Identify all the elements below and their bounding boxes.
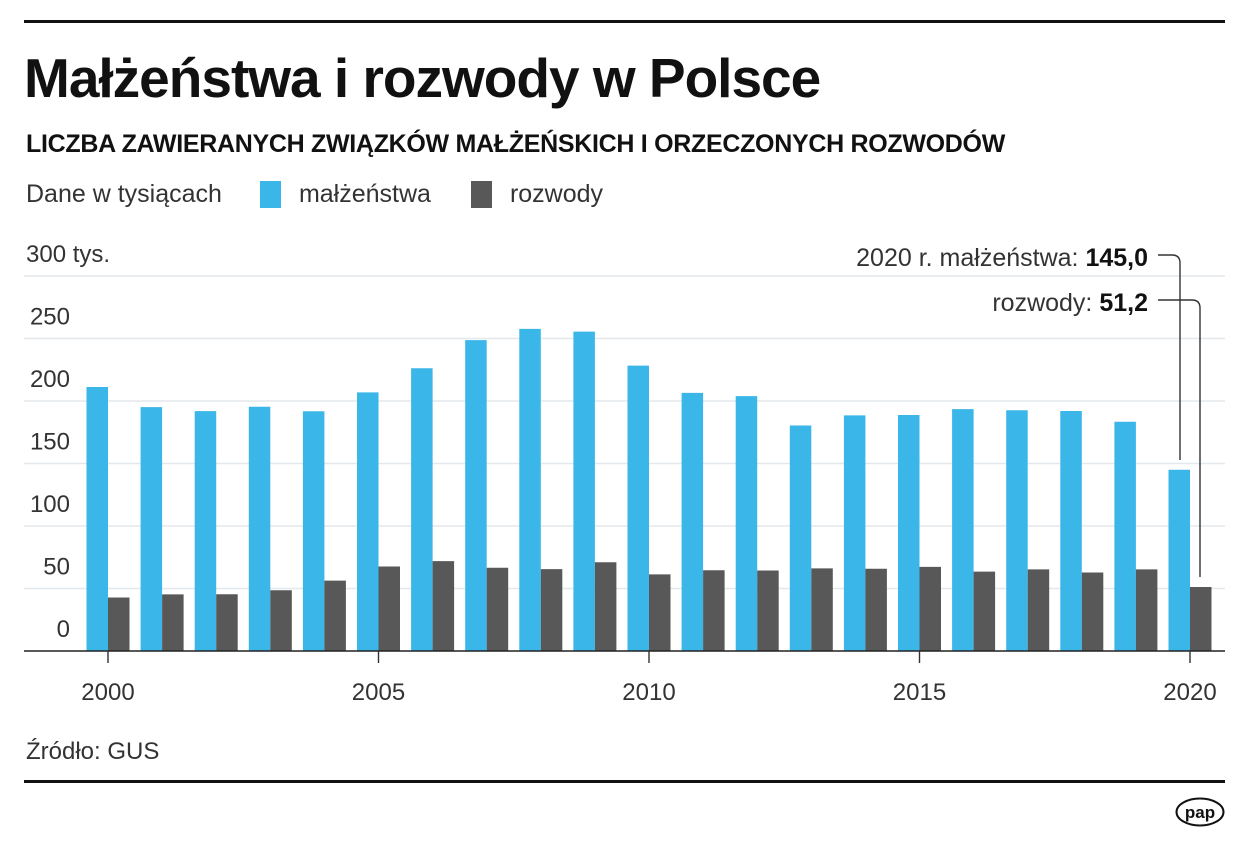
x-tick-label: 2010 [622,679,675,706]
bar-marriages [1006,410,1028,651]
bar-marriages [519,328,541,651]
bar-divorces [162,594,184,651]
bar-divorces [270,590,292,651]
y-axis-labels: 0 50 100 150 200 250 300 tys. [26,241,110,643]
bar-divorces [649,574,671,651]
bar-marriages [302,411,325,651]
top-rule [24,20,1225,23]
y-tick-label: 0 [57,616,70,643]
legend-swatch-divorces [470,180,492,208]
bar-divorces [973,571,996,651]
bar-marriages [1114,421,1136,651]
y-tick-label: 300 tys. [26,241,110,268]
bar-divorces [324,580,346,651]
y-tick-label: 200 [30,366,70,393]
bar-marriages [627,365,649,651]
bar-divorces [432,561,455,651]
bar-marriages [1168,469,1190,651]
bar-marriages [86,387,108,651]
legend: Dane w tysiącach małżeństwa rozwody [26,178,643,210]
bar-divorces [919,566,941,651]
bar-marriages [248,406,271,651]
x-tick-label: 2000 [81,679,134,706]
bars [86,328,1212,651]
x-tick-label: 2005 [352,679,405,706]
legend-label-divorces: rozwody [509,179,604,208]
bar-marriages [1060,411,1082,651]
bar-marriages [952,409,974,651]
source-note: Źródło: GUS [26,738,160,765]
bar-divorces [486,567,509,651]
bar-marriages [357,392,379,651]
bottom-rule [24,780,1225,783]
x-tick-label: 2020 [1163,679,1216,706]
x-tick-label: 2015 [893,679,946,706]
bar-divorces [216,594,238,651]
bar-divorces [1081,572,1104,651]
leader-line-marriages [1158,254,1181,460]
bar-marriages [465,340,487,651]
legend-swatch-marriages [259,180,281,208]
annotation: 2020 r. małżeństwa: 145,0 rozwody: 51,2 [856,244,1201,577]
pap-logo: pap [1175,797,1225,827]
x-axis-ticks: 2000 2005 2010 2015 2020 [81,651,1217,706]
legend-label-marriages: małżeństwa [298,179,431,208]
bar-marriages [735,396,758,651]
leader-line-divorces [1158,299,1201,577]
bar-marriages [681,392,704,651]
chart-title: Małżeństwa i rozwody w Polsce [24,47,821,109]
bar-divorces [1135,569,1158,651]
legend-item-marriages: małżeństwa [259,179,431,209]
bar-divorces [108,597,130,651]
unit-note: Dane w tysiącach [26,179,222,208]
svg-text:pap: pap [1185,803,1215,822]
chart-subtitle: LICZBA ZAWIERANYCH ZWIĄZKÓW MAŁŻEŃSKICH … [26,130,1005,158]
bar-marriages [843,415,866,651]
bar-divorces [865,568,887,651]
bar-divorces [757,570,779,651]
y-tick-label: 100 [30,491,70,518]
bar-marriages [898,415,920,651]
bar-marriages [194,411,217,651]
bar-divorces [540,569,563,651]
bar-divorces [594,562,617,651]
annotation-divorces: rozwody: 51,2 [992,289,1148,317]
bar-marriages [573,331,595,651]
bar-marriages [789,425,812,651]
bar-divorces [378,566,400,651]
bar-divorces [1027,569,1050,651]
y-tick-label: 250 [30,304,70,331]
y-tick-label: 50 [43,554,70,581]
bar-marriages [411,368,433,651]
bar-divorces [703,570,725,651]
annotation-marriages: 2020 r. małżeństwa: 145,0 [856,244,1148,272]
bar-divorces [811,568,833,651]
bar-marriages [140,407,163,651]
legend-item-divorces: rozwody [470,179,604,209]
y-tick-label: 150 [30,429,70,456]
bar-divorces [1190,587,1212,651]
